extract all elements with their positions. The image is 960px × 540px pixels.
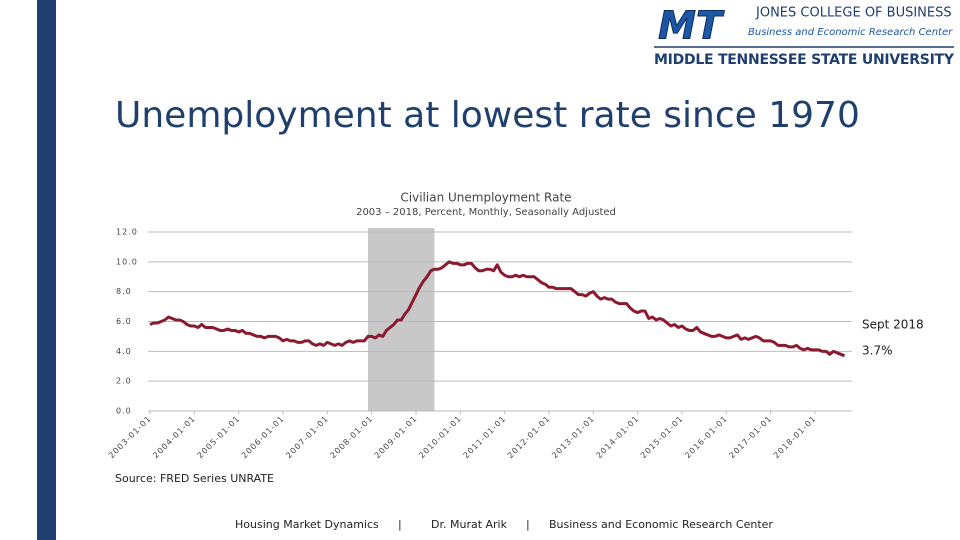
y-tick-label: 0.0: [116, 407, 132, 416]
annotation: 3.7%: [862, 344, 893, 358]
footer-item: |: [526, 518, 530, 531]
y-tick-label: 8.0: [116, 287, 132, 296]
series-line: [149, 260, 846, 358]
annotation: Sept 2018: [862, 318, 924, 332]
logo-center: Business and Economic Research Center: [748, 27, 953, 38]
chart-subtitle: 2003 – 2018, Percent, Monthly, Seasonall…: [356, 207, 616, 218]
logo-university: MIDDLE TENNESSEE STATE UNIVERSITY: [654, 52, 955, 68]
logo-mark: MT: [658, 4, 725, 48]
logo-college: JONES COLLEGE OF BUSINESS: [755, 6, 952, 21]
chart-title: Civilian Unemployment Rate: [400, 191, 571, 205]
footer-item: Business and Economic Research Center: [549, 518, 773, 531]
y-tick-label: 12.0: [116, 228, 138, 237]
y-tick-label: 4.0: [116, 347, 132, 356]
slide-title: Unemployment at lowest rate since 1970: [115, 95, 860, 136]
footer-item: Housing Market Dynamics: [235, 518, 379, 531]
footer-item: |: [398, 518, 402, 531]
side-bar: [37, 0, 56, 540]
y-tick-label: 10.0: [116, 257, 138, 266]
y-tick-label: 6.0: [116, 317, 132, 326]
source: Source: FRED Series UNRATE: [115, 472, 274, 485]
footer-item: Dr. Murat Arik: [431, 518, 508, 531]
y-tick-label: 2.0: [116, 377, 132, 386]
